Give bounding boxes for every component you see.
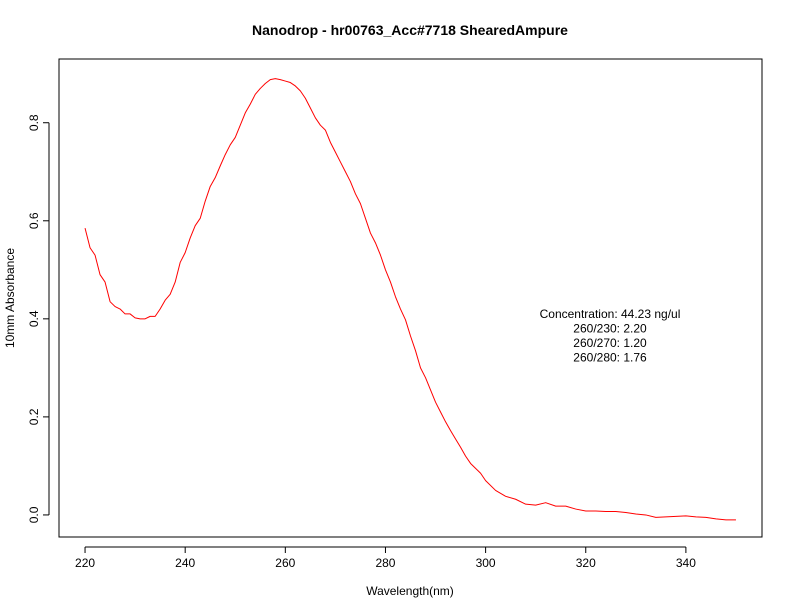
annotation-line: 260/280: 1.76 (573, 351, 647, 365)
annotation-line: 260/270: 1.20 (573, 336, 647, 350)
x-tick-label: 260 (275, 556, 295, 570)
y-axis-label: 10mm Absorbance (3, 248, 17, 348)
y-tick-label: 0.6 (27, 212, 41, 229)
y-tick-label: 0.2 (27, 408, 41, 425)
y-tick-label: 0.0 (27, 506, 41, 523)
x-tick-label: 240 (175, 556, 195, 570)
annotation-line: 260/230: 2.20 (573, 322, 647, 336)
absorbance-series-line (84, 78, 736, 521)
annotation-line: Concentration: 44.23 ng/ul (540, 307, 681, 321)
x-tick-label: 320 (576, 556, 596, 570)
chart-title: Nanodrop - hr00763_Acc#7718 ShearedAmpur… (252, 22, 568, 38)
x-tick-label: 300 (476, 556, 496, 570)
x-tick-label: 280 (375, 556, 395, 570)
plot-frame (58, 58, 763, 538)
y-tick-label: 0.4 (27, 310, 41, 327)
x-tick-label: 220 (75, 556, 95, 570)
y-axis: 0.0 0.2 0.4 0.6 0.8 (27, 114, 50, 523)
x-tick-label: 340 (676, 556, 696, 570)
series-layer (84, 78, 736, 521)
x-axis-label: Wavelength(nm) (366, 584, 454, 598)
x-axis: 220 240 260 280 300 320 340 (75, 546, 696, 570)
y-tick-label: 0.8 (27, 114, 41, 131)
